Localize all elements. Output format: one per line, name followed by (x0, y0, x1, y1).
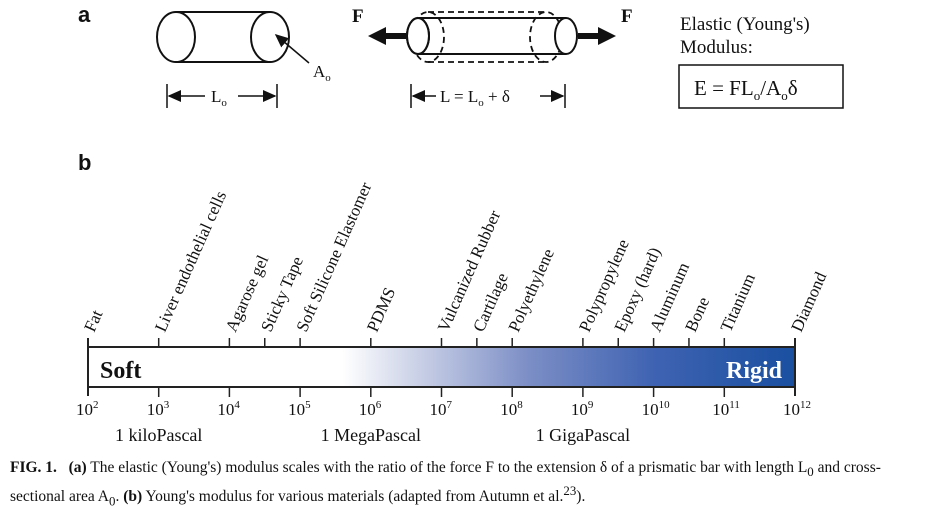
scale-ticks: 102 103 104 105 106 107 108 109 1010 1011 1012 (76, 387, 811, 419)
tick-label: 108 (500, 399, 523, 419)
material-label: Diamond (787, 269, 830, 335)
tick-label: 105 (288, 399, 311, 419)
unit-label: 1 kiloPascal (115, 425, 203, 445)
panel-b-label: b (78, 150, 91, 175)
modulus-title-line1: Elastic (Young's) (680, 14, 810, 35)
modulus-formula: E = FLo/Aoδ (694, 76, 798, 103)
tick-label: 103 (147, 399, 170, 419)
material-label: Titanium (717, 271, 759, 335)
tick-label: 104 (217, 399, 240, 419)
modulus-scale-bar (88, 347, 795, 387)
caption-b-label: (b) (123, 488, 143, 506)
soft-label: Soft (100, 358, 141, 384)
formula-box (678, 64, 844, 109)
caption-a-text-2: and cross-sectional area A (10, 459, 881, 506)
tick-label: 1012 (783, 399, 811, 419)
length-label: Lo (211, 87, 227, 109)
material-label: Soft Silicone Elastomer (292, 179, 375, 335)
material-label: Bone (681, 294, 713, 335)
material-label: Polyethylene (504, 246, 557, 335)
caption-fig-label: FIG. 1. (10, 459, 57, 476)
tick-label: 107 (430, 399, 453, 419)
modulus-title-line2: Modulus: (680, 37, 753, 58)
extended-length-dimension (410, 84, 566, 108)
caption-a-text: The elastic (Young's) modulus scales wit… (86, 459, 808, 476)
material-label: PDMS (363, 285, 399, 335)
figure-caption: FIG. 1. (a) The elastic (Young's) modulu… (10, 458, 920, 510)
tick-label: 1011 (712, 399, 740, 419)
rigid-label: Rigid (726, 358, 783, 384)
figure-1: a Ao Lo F F L = Lo + δ Elastic (Young's) (76, 2, 844, 445)
caption-ref: 23 (563, 483, 577, 499)
caption-b-text: Young's modulus for various materials (a… (142, 488, 564, 506)
area-label: Ao (313, 62, 331, 84)
tick-label: 1010 (642, 399, 671, 419)
material-label: Fat (80, 307, 106, 335)
caption-a-text-3: . (115, 488, 124, 506)
unit-labels: 1 kiloPascal 1 MegaPascal 1 GigaPascal (115, 425, 630, 445)
caption-a-label: (a) (68, 459, 87, 476)
force-label-left: F (352, 6, 364, 27)
material-label: Liver endothelial cells (151, 188, 230, 335)
cylinder-stretched (406, 11, 578, 63)
caption-sub: 0 (108, 493, 116, 509)
panel-a-label: a (78, 2, 91, 27)
length-dimension (166, 84, 278, 108)
caption-sub: 0 (807, 464, 814, 480)
tick-label: 102 (76, 399, 99, 419)
area-pointer-arrow (274, 34, 310, 64)
extended-length-label: L = Lo + δ (440, 87, 510, 109)
unit-label: 1 GigaPascal (536, 425, 630, 445)
unit-label: 1 MegaPascal (321, 425, 421, 445)
tick-label: 109 (571, 399, 594, 419)
caption-end: ). (576, 488, 586, 506)
cylinder-original (156, 11, 290, 63)
force-arrow-left (368, 27, 406, 45)
tick-label: 106 (359, 399, 382, 419)
force-label-right: F (621, 6, 633, 27)
force-arrow-right (578, 27, 616, 45)
